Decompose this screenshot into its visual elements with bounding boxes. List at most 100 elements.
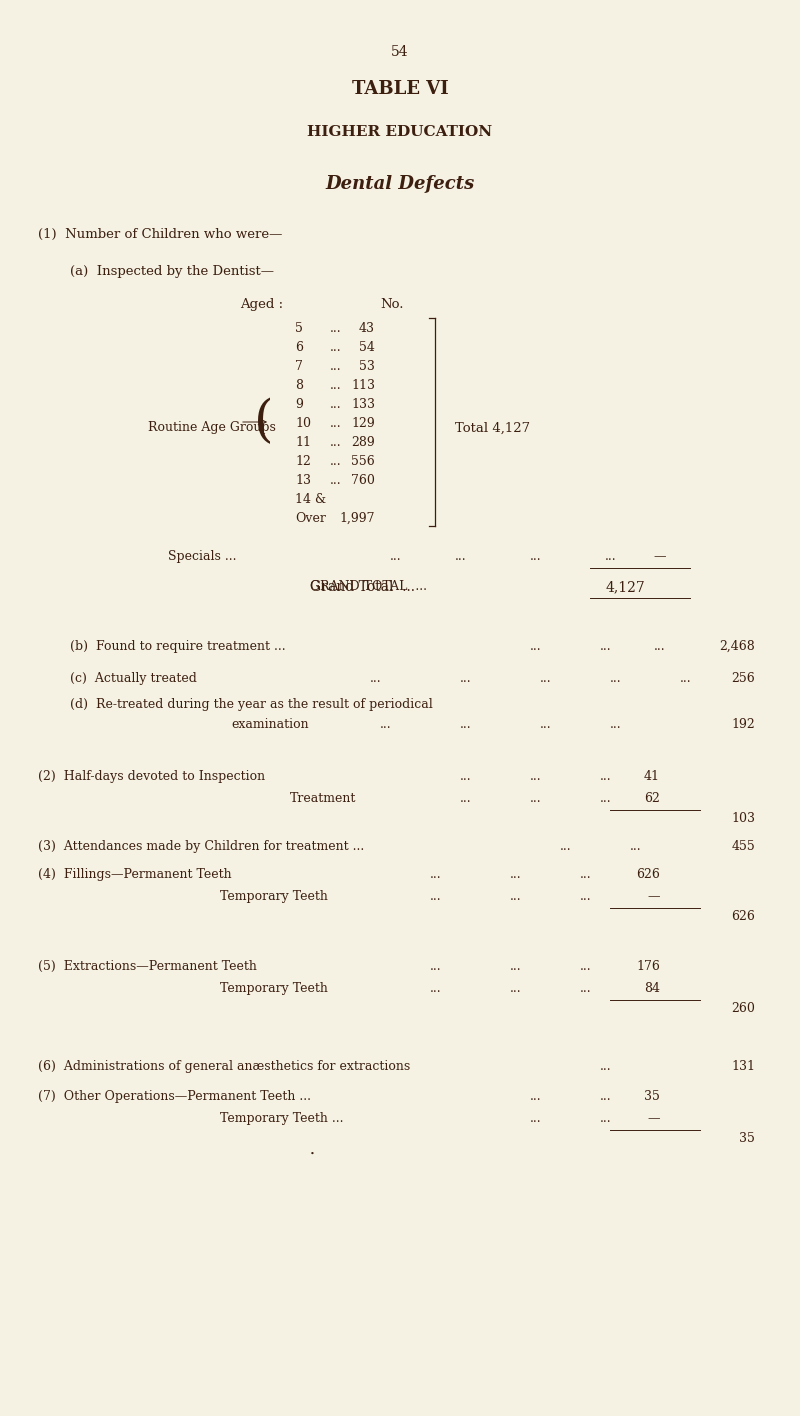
Text: ...: ... — [560, 840, 572, 852]
Text: TABLE VI: TABLE VI — [352, 79, 448, 98]
Text: Temporary Teeth ...: Temporary Teeth ... — [220, 1112, 343, 1124]
Text: ...: ... — [510, 983, 522, 995]
Text: (c)  Actually treated: (c) Actually treated — [70, 673, 197, 685]
Text: 289: 289 — [351, 436, 375, 449]
Text: 10: 10 — [295, 416, 311, 430]
Text: —: — — [654, 549, 666, 564]
Text: ...: ... — [510, 868, 522, 881]
Text: (4)  Fillings—Permanent Teeth: (4) Fillings—Permanent Teeth — [38, 868, 232, 881]
Text: ...: ... — [580, 891, 592, 903]
Text: 1,997: 1,997 — [339, 513, 375, 525]
Text: 131: 131 — [731, 1061, 755, 1073]
Text: ...: ... — [530, 1112, 542, 1124]
Text: ...: ... — [600, 1090, 612, 1103]
Text: 54: 54 — [391, 45, 409, 59]
Text: 176: 176 — [636, 960, 660, 973]
Text: 53: 53 — [359, 360, 375, 372]
Text: ...: ... — [530, 549, 542, 564]
Text: examination: examination — [231, 718, 309, 731]
Text: ...: ... — [580, 960, 592, 973]
Text: ...: ... — [610, 718, 622, 731]
Text: (6)  Administrations of general anæsthetics for extractions: (6) Administrations of general anæstheti… — [38, 1061, 410, 1073]
Text: ...: ... — [510, 891, 522, 903]
Text: 14 &: 14 & — [295, 493, 326, 506]
Text: (: ( — [254, 398, 274, 446]
Text: 626: 626 — [636, 868, 660, 881]
Text: ...: ... — [540, 673, 552, 685]
Text: 4,127: 4,127 — [606, 581, 645, 593]
Text: ...: ... — [330, 341, 342, 354]
Text: ...: ... — [654, 640, 666, 653]
Text: Dental Defects: Dental Defects — [326, 176, 474, 193]
Text: Grand Total  ...: Grand Total ... — [310, 581, 415, 593]
Text: (d)  Re-treated during the year as the result of periodical: (d) Re-treated during the year as the re… — [70, 698, 433, 711]
Text: 43: 43 — [359, 321, 375, 336]
Text: (a)  Inspected by the Dentist—: (a) Inspected by the Dentist— — [70, 265, 274, 278]
Text: Over: Over — [295, 513, 326, 525]
Text: 9: 9 — [295, 398, 303, 411]
Text: ...: ... — [530, 640, 542, 653]
Text: ...: ... — [390, 549, 402, 564]
Text: 35: 35 — [739, 1131, 755, 1146]
Text: 260: 260 — [731, 1003, 755, 1015]
Text: Specials ...: Specials ... — [168, 549, 237, 564]
Text: Temporary Teeth: Temporary Teeth — [220, 983, 328, 995]
Text: —: — — [647, 1112, 660, 1124]
Text: ...: ... — [330, 474, 342, 487]
Text: 84: 84 — [644, 983, 660, 995]
Text: ...: ... — [430, 891, 442, 903]
Text: 113: 113 — [351, 379, 375, 392]
Text: ...: ... — [430, 983, 442, 995]
Text: Aged :: Aged : — [240, 297, 283, 312]
Text: ...: ... — [460, 673, 472, 685]
Text: 54: 54 — [359, 341, 375, 354]
Text: 12: 12 — [295, 455, 311, 469]
Text: ...: ... — [630, 840, 642, 852]
Text: 41: 41 — [644, 770, 660, 783]
Text: (3)  Attendances made by Children for treatment ...: (3) Attendances made by Children for tre… — [38, 840, 364, 852]
Text: 556: 556 — [351, 455, 375, 469]
Text: 103: 103 — [731, 811, 755, 826]
Text: ...: ... — [510, 960, 522, 973]
Text: 129: 129 — [351, 416, 375, 430]
Text: —: — — [647, 891, 660, 903]
Text: ...: ... — [330, 416, 342, 430]
Text: •: • — [310, 1150, 315, 1158]
Text: ...: ... — [580, 868, 592, 881]
Text: ...: ... — [580, 983, 592, 995]
Text: 7: 7 — [295, 360, 303, 372]
Text: 5: 5 — [295, 321, 303, 336]
Text: No.: No. — [380, 297, 403, 312]
Text: (b)  Found to require treatment ...: (b) Found to require treatment ... — [70, 640, 286, 653]
Text: 192: 192 — [731, 718, 755, 731]
Text: ...: ... — [530, 1090, 542, 1103]
Text: ...: ... — [530, 792, 542, 806]
Text: ...: ... — [430, 960, 442, 973]
Text: 13: 13 — [295, 474, 311, 487]
Text: ...: ... — [600, 640, 612, 653]
Text: ...: ... — [370, 673, 382, 685]
Text: ...: ... — [380, 718, 392, 731]
Text: ...: ... — [455, 549, 466, 564]
Text: ...: ... — [605, 549, 617, 564]
Text: ...: ... — [610, 673, 622, 685]
Text: 6: 6 — [295, 341, 303, 354]
Text: 11: 11 — [295, 436, 311, 449]
Text: (2)  Half-days devoted to Inspection: (2) Half-days devoted to Inspection — [38, 770, 265, 783]
Text: 626: 626 — [731, 910, 755, 923]
Text: 2,468: 2,468 — [719, 640, 755, 653]
Text: ...: ... — [540, 718, 552, 731]
Text: (1)  Number of Children who were—: (1) Number of Children who were— — [38, 228, 282, 241]
Text: 133: 133 — [351, 398, 375, 411]
Text: 455: 455 — [731, 840, 755, 852]
Text: ...: ... — [330, 321, 342, 336]
Text: ...: ... — [330, 436, 342, 449]
Text: ...: ... — [330, 455, 342, 469]
Text: ...: ... — [530, 770, 542, 783]
Text: ...: ... — [600, 792, 612, 806]
Text: ...: ... — [460, 718, 472, 731]
Text: Temporary Teeth: Temporary Teeth — [220, 891, 328, 903]
Text: ...: ... — [460, 792, 472, 806]
Text: (5)  Extractions—Permanent Teeth: (5) Extractions—Permanent Teeth — [38, 960, 257, 973]
Text: ...: ... — [600, 1112, 612, 1124]
